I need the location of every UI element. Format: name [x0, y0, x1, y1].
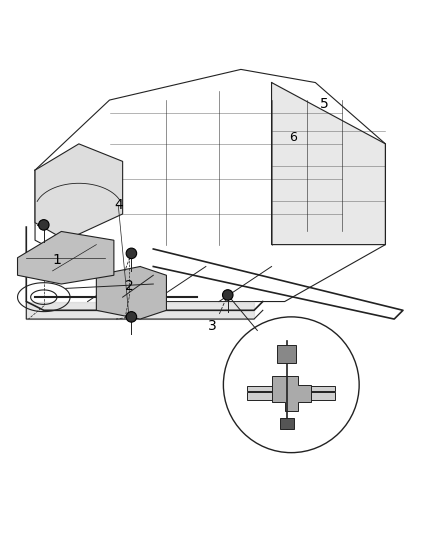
Polygon shape [280, 418, 294, 429]
Polygon shape [96, 266, 166, 319]
Text: 4: 4 [114, 198, 123, 212]
Polygon shape [272, 83, 385, 245]
Polygon shape [277, 345, 296, 363]
Text: 5: 5 [320, 96, 328, 110]
Circle shape [39, 220, 49, 230]
Circle shape [126, 248, 137, 259]
Circle shape [126, 312, 137, 322]
Text: 2: 2 [125, 279, 134, 293]
Polygon shape [35, 144, 123, 240]
Text: 3: 3 [208, 319, 217, 333]
Text: 6: 6 [290, 131, 297, 144]
Text: 1: 1 [53, 253, 61, 267]
Polygon shape [18, 231, 114, 284]
FancyBboxPatch shape [247, 392, 335, 400]
Polygon shape [272, 376, 311, 411]
Circle shape [223, 290, 233, 300]
FancyBboxPatch shape [247, 386, 335, 391]
